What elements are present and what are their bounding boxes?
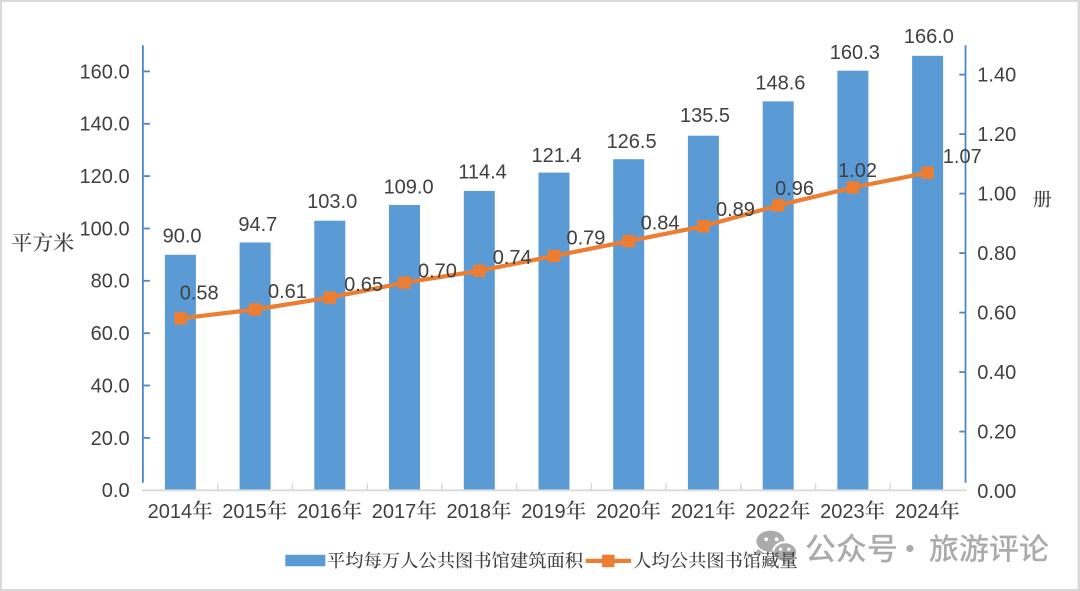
svg-text:2021: 2021: [671, 501, 716, 523]
svg-text:1.02: 1.02: [838, 160, 877, 182]
svg-text:2024: 2024: [895, 501, 940, 523]
svg-text:0.65: 0.65: [344, 274, 383, 296]
svg-text:135.5: 135.5: [680, 105, 730, 127]
svg-text:1.40: 1.40: [977, 65, 1016, 87]
svg-text:121.4: 121.4: [531, 145, 581, 167]
svg-text:2019: 2019: [521, 501, 566, 523]
svg-text:20.0: 20.0: [91, 428, 130, 450]
svg-text:80.0: 80.0: [91, 271, 130, 293]
svg-text:0.40: 0.40: [977, 362, 1016, 384]
svg-text:114.4: 114.4: [458, 162, 507, 184]
svg-text:2020: 2020: [596, 501, 641, 523]
svg-text:0.58: 0.58: [180, 282, 219, 304]
svg-text:160.0: 160.0: [80, 61, 130, 83]
svg-text:160.3: 160.3: [830, 42, 880, 64]
svg-text:0.79: 0.79: [567, 228, 606, 250]
svg-text:1.07: 1.07: [943, 146, 982, 168]
svg-text:109.0: 109.0: [384, 176, 434, 198]
svg-text:2023: 2023: [820, 501, 865, 523]
svg-text:0.60: 0.60: [977, 303, 1016, 325]
svg-text:126.5: 126.5: [607, 131, 657, 153]
svg-text:0.70: 0.70: [418, 261, 457, 283]
svg-text:0.96: 0.96: [775, 178, 814, 200]
svg-text:0.84: 0.84: [641, 212, 680, 234]
svg-text:120.0: 120.0: [80, 166, 130, 188]
svg-text:100.0: 100.0: [80, 218, 130, 240]
svg-text:40.0: 40.0: [91, 375, 130, 397]
svg-text:0.20: 0.20: [977, 422, 1016, 444]
svg-text:2017: 2017: [372, 501, 417, 523]
svg-text:0.00: 0.00: [977, 481, 1016, 503]
svg-text:0.0: 0.0: [102, 480, 130, 502]
svg-text:0.61: 0.61: [268, 281, 307, 303]
svg-text:0.80: 0.80: [977, 243, 1016, 265]
svg-text:1.20: 1.20: [977, 124, 1016, 146]
svg-text:90.0: 90.0: [163, 225, 202, 247]
svg-text:2015: 2015: [222, 501, 266, 523]
svg-text:1.00: 1.00: [977, 184, 1016, 206]
svg-text:140.0: 140.0: [80, 114, 130, 136]
svg-text:2022: 2022: [745, 501, 790, 523]
svg-text:2014: 2014: [148, 501, 193, 523]
svg-text:0.89: 0.89: [716, 199, 755, 221]
svg-text:166.0: 166.0: [904, 26, 954, 48]
svg-text:2016: 2016: [297, 501, 342, 523]
svg-text:60.0: 60.0: [91, 323, 130, 345]
svg-text:148.6: 148.6: [755, 72, 805, 94]
svg-text:103.0: 103.0: [307, 191, 357, 213]
svg-text:94.7: 94.7: [238, 214, 277, 236]
svg-text:0.74: 0.74: [493, 247, 532, 269]
svg-text:2018: 2018: [447, 501, 492, 523]
